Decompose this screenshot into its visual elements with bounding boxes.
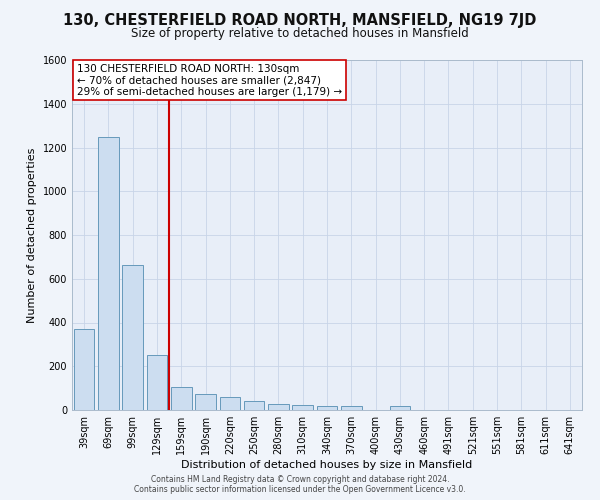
Bar <box>146 356 167 410</box>
Text: 130, CHESTERFIELD ROAD NORTH, MANSFIELD, NG19 7JD: 130, CHESTERFIELD ROAD NORTH, MANSFIELD,… <box>64 12 536 28</box>
Y-axis label: Number of detached properties: Number of detached properties <box>27 148 37 322</box>
Bar <box>341 406 362 410</box>
Bar <box>317 406 337 410</box>
Bar <box>389 406 410 410</box>
Text: Size of property relative to detached houses in Mansfield: Size of property relative to detached ho… <box>131 28 469 40</box>
X-axis label: Distribution of detached houses by size in Mansfield: Distribution of detached houses by size … <box>181 460 473 470</box>
Bar <box>244 401 265 410</box>
Text: 130 CHESTERFIELD ROAD NORTH: 130sqm
← 70% of detached houses are smaller (2,847): 130 CHESTERFIELD ROAD NORTH: 130sqm ← 70… <box>77 64 342 96</box>
Bar <box>220 397 240 410</box>
Bar <box>171 387 191 410</box>
Bar <box>74 329 94 410</box>
Text: Contains HM Land Registry data © Crown copyright and database right 2024.
Contai: Contains HM Land Registry data © Crown c… <box>134 474 466 494</box>
Bar <box>98 136 119 410</box>
Bar <box>292 405 313 410</box>
Bar <box>268 404 289 410</box>
Bar <box>122 264 143 410</box>
Bar <box>195 394 216 410</box>
